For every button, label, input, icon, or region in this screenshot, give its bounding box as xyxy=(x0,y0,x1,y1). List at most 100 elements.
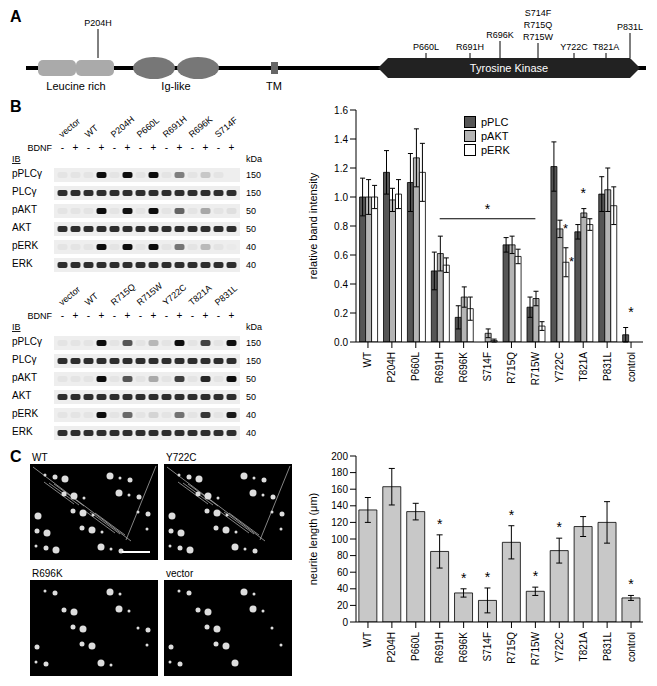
svg-text:0.2: 0.2 xyxy=(334,308,348,319)
svg-text:R696K: R696K xyxy=(486,30,514,40)
svg-text:R696K: R696K xyxy=(458,352,469,383)
svg-text:S714F: S714F xyxy=(213,115,240,140)
svg-text:-: - xyxy=(139,142,142,153)
svg-text:control: control xyxy=(626,632,637,662)
svg-text:BDNF: BDNF xyxy=(28,143,53,153)
svg-text:50: 50 xyxy=(246,206,256,216)
svg-text:Y722C: Y722C xyxy=(554,632,565,663)
svg-text:AKT: AKT xyxy=(12,222,31,233)
svg-text:40: 40 xyxy=(337,583,349,594)
svg-text:ERK: ERK xyxy=(12,258,33,269)
svg-text:R691H: R691H xyxy=(161,114,189,140)
svg-text:P204H: P204H xyxy=(386,352,397,383)
svg-text:-: - xyxy=(165,142,168,153)
svg-text:R715Q: R715Q xyxy=(524,20,553,30)
svg-text:pPLCγ: pPLCγ xyxy=(12,336,42,347)
svg-text:40: 40 xyxy=(246,410,256,420)
svg-text:P660L: P660L xyxy=(413,42,439,52)
svg-text:P660L: P660L xyxy=(410,352,421,381)
svg-text:-: - xyxy=(165,310,168,321)
svg-text:-: - xyxy=(217,310,220,321)
svg-text:R696K: R696K xyxy=(458,632,469,663)
svg-text:50: 50 xyxy=(246,374,256,384)
svg-text:control: control xyxy=(626,352,637,382)
svg-text:P660L: P660L xyxy=(135,115,161,139)
svg-text:+: + xyxy=(203,310,209,321)
svg-text:-: - xyxy=(61,310,64,321)
svg-text:0: 0 xyxy=(342,617,348,628)
svg-text:PLCγ: PLCγ xyxy=(12,354,36,365)
svg-text:150: 150 xyxy=(246,188,261,198)
svg-text:140: 140 xyxy=(331,500,348,511)
svg-text:kDa: kDa xyxy=(246,322,262,332)
svg-text:R715W: R715W xyxy=(530,631,541,665)
svg-text:50: 50 xyxy=(246,392,256,402)
svg-text:A: A xyxy=(10,8,22,25)
svg-text:pERK: pERK xyxy=(12,240,38,251)
svg-text:0.0: 0.0 xyxy=(334,337,348,348)
svg-text:+: + xyxy=(99,142,105,153)
svg-text:P204H: P204H xyxy=(84,18,112,28)
svg-text:*: * xyxy=(533,568,539,584)
svg-text:R691H: R691H xyxy=(434,632,445,663)
svg-text:-: - xyxy=(113,310,116,321)
svg-text:T821A: T821A xyxy=(593,42,620,52)
svg-text:+: + xyxy=(151,142,157,153)
svg-text:1.0: 1.0 xyxy=(334,192,348,203)
svg-text:IB: IB xyxy=(12,322,21,332)
svg-text:R715Q: R715Q xyxy=(109,282,137,308)
svg-text:R696K: R696K xyxy=(32,568,63,579)
svg-text:vector: vector xyxy=(57,116,82,139)
svg-text:S714F: S714F xyxy=(482,352,493,381)
svg-text:40: 40 xyxy=(246,428,256,438)
svg-text:R696K: R696K xyxy=(187,114,215,139)
svg-text:R715W: R715W xyxy=(530,351,541,385)
svg-text:*: * xyxy=(580,185,586,201)
svg-text:-: - xyxy=(139,310,142,321)
svg-text:1.2: 1.2 xyxy=(334,163,348,174)
svg-text:pPLCγ: pPLCγ xyxy=(12,168,42,179)
svg-text:40: 40 xyxy=(246,260,256,270)
svg-text:*: * xyxy=(557,519,563,535)
svg-text:Tyrosine Kinase: Tyrosine Kinase xyxy=(470,62,548,74)
svg-text:pERK: pERK xyxy=(12,408,38,419)
svg-text:*: * xyxy=(485,569,491,585)
svg-text:S714F: S714F xyxy=(482,632,493,661)
svg-text:200: 200 xyxy=(331,451,348,462)
svg-text:+: + xyxy=(73,142,79,153)
svg-text:PLCγ: PLCγ xyxy=(12,186,36,197)
svg-text:WT: WT xyxy=(32,452,48,463)
svg-text:40: 40 xyxy=(246,242,256,252)
svg-text:*: * xyxy=(628,304,634,320)
svg-text:Ig-like: Ig-like xyxy=(161,80,190,92)
svg-text:+: + xyxy=(229,142,235,153)
svg-text:Y722C: Y722C xyxy=(166,452,197,463)
svg-text:WT: WT xyxy=(362,352,373,368)
svg-text:kDa: kDa xyxy=(246,154,262,164)
svg-text:1.4: 1.4 xyxy=(334,134,348,145)
svg-text:P831L: P831L xyxy=(602,352,613,381)
svg-text:IB: IB xyxy=(12,154,21,164)
svg-text:R715W: R715W xyxy=(523,32,554,42)
svg-text:P831L: P831L xyxy=(617,22,643,32)
svg-text:-: - xyxy=(61,142,64,153)
svg-text:1.6: 1.6 xyxy=(334,105,348,116)
svg-text:Y722C: Y722C xyxy=(161,282,189,308)
svg-text:*: * xyxy=(563,221,568,236)
svg-text:50: 50 xyxy=(246,224,256,234)
svg-text:R691H: R691H xyxy=(456,42,484,52)
svg-text:TM: TM xyxy=(266,80,282,92)
svg-text:60: 60 xyxy=(337,567,349,578)
svg-text:T821A: T821A xyxy=(578,632,589,662)
svg-text:+: + xyxy=(229,310,235,321)
svg-text:100: 100 xyxy=(331,534,348,545)
svg-text:R715Q: R715Q xyxy=(506,352,517,384)
svg-text:0.4: 0.4 xyxy=(334,279,348,290)
svg-text:-: - xyxy=(87,142,90,153)
svg-text:150: 150 xyxy=(246,338,261,348)
svg-text:P204H: P204H xyxy=(109,114,137,139)
svg-text:WT: WT xyxy=(83,291,101,308)
svg-text:+: + xyxy=(177,142,183,153)
svg-text:0.8: 0.8 xyxy=(334,221,348,232)
svg-text:+: + xyxy=(99,310,105,321)
